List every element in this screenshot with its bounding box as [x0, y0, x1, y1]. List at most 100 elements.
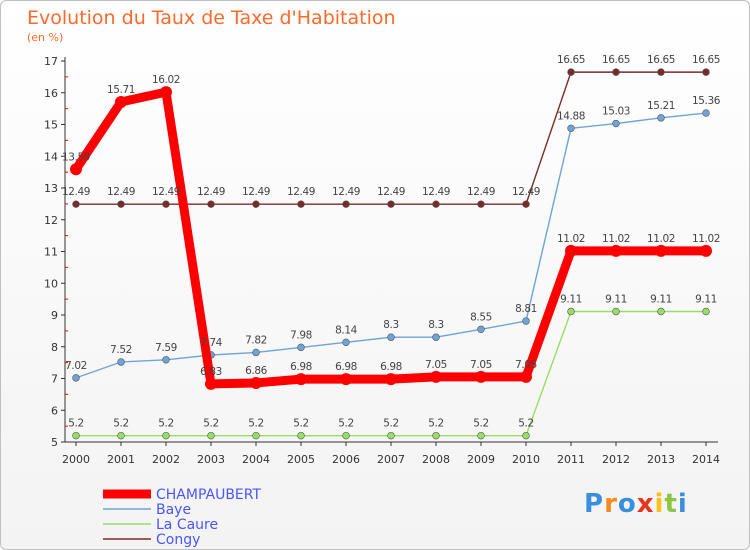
data-label: 5.2 — [338, 418, 354, 430]
data-label: 12.49 — [287, 186, 315, 198]
y-tick-label: 12 — [44, 214, 58, 227]
data-point — [657, 307, 665, 316]
logo-letter: t — [664, 489, 678, 519]
data-label: 16.65 — [692, 54, 720, 66]
data-label: 8.81 — [515, 303, 537, 315]
x-tick-label: 2004 — [242, 453, 270, 466]
data-label: 6.98 — [290, 361, 312, 373]
data-point — [342, 431, 350, 440]
data-label: 9.11 — [560, 294, 582, 306]
legend-label: CHAMPAUBERT — [156, 487, 261, 503]
logo-letter: i — [654, 489, 665, 519]
data-label: 6.86 — [245, 365, 267, 377]
data-point — [162, 200, 170, 208]
logo-letter: r — [604, 489, 618, 519]
data-label: 12.49 — [62, 186, 90, 198]
y-tick-label: 5 — [51, 436, 58, 449]
data-label: 7.59 — [155, 342, 177, 354]
data-label: 5.2 — [428, 418, 444, 430]
data-label: 12.49 — [377, 186, 405, 198]
data-label: 12.49 — [467, 186, 495, 198]
data-point — [297, 431, 305, 440]
series-lines — [70, 68, 712, 440]
data-point — [565, 244, 577, 257]
data-label: 8.3 — [383, 319, 399, 331]
data-point — [612, 307, 620, 316]
y-tick-label: 15 — [44, 119, 58, 132]
chart-unit: (en %) — [27, 31, 64, 44]
data-point — [207, 431, 215, 440]
legend-label: La Caure — [156, 517, 218, 533]
x-tick-label: 2006 — [332, 453, 360, 466]
data-point — [160, 86, 172, 99]
data-label: 8.55 — [470, 311, 492, 323]
data-label: 15.36 — [692, 95, 721, 107]
axes: 5 6 7 8 9 10 11 12 13 14 15 16 17 2000 2001 2002 2003 200… — [44, 55, 720, 466]
data-label: 15.71 — [107, 84, 135, 96]
data-point — [340, 373, 352, 386]
y-tick-label: 14 — [44, 150, 58, 163]
logo-letter: o — [617, 489, 637, 519]
data-label: 12.49 — [422, 186, 450, 198]
data-label: 5.2 — [68, 418, 84, 430]
data-point — [657, 114, 665, 122]
data-label: 9.11 — [650, 294, 672, 306]
y-tick-label: 9 — [51, 309, 58, 322]
data-label: 5.2 — [518, 418, 534, 430]
data-point — [162, 356, 170, 364]
data-label: 11.02 — [647, 233, 675, 245]
data-label: 16.65 — [557, 54, 585, 66]
data-point — [117, 200, 125, 208]
data-label: 13.59 — [62, 151, 90, 163]
data-point — [72, 431, 80, 440]
x-tick-label: 2003 — [197, 453, 225, 466]
data-label: 5.2 — [473, 418, 489, 430]
data-point — [252, 200, 260, 208]
data-point — [117, 431, 125, 440]
data-point — [612, 68, 620, 76]
x-tick-label: 2013 — [647, 453, 675, 466]
y-tick-label: 7 — [51, 373, 58, 386]
data-point — [387, 431, 395, 440]
y-tick-label: 16 — [44, 87, 58, 100]
data-point — [162, 431, 170, 440]
logo-letter: P — [584, 489, 605, 519]
data-label: 12.49 — [197, 186, 225, 198]
data-point — [252, 348, 260, 357]
data-point — [567, 307, 575, 316]
y-tick-label: 11 — [44, 246, 58, 259]
data-label: 9.11 — [605, 294, 627, 306]
data-point — [205, 377, 217, 390]
data-label: 5.2 — [383, 418, 399, 430]
data-point — [522, 200, 530, 208]
data-point — [567, 124, 575, 133]
data-point — [207, 200, 215, 208]
data-point — [522, 317, 530, 325]
data-point — [70, 163, 82, 176]
data-point — [522, 431, 530, 440]
data-point — [297, 343, 305, 352]
data-point — [342, 200, 350, 208]
data-label: 11.02 — [557, 233, 585, 245]
y-tick-label: 13 — [44, 182, 58, 195]
data-label: 16.02 — [152, 74, 180, 86]
data-label: 7.05 — [515, 359, 537, 371]
data-label: 12.49 — [512, 186, 540, 198]
data-label: 15.21 — [647, 100, 675, 112]
data-label: 6.98 — [335, 361, 357, 373]
x-tick-label: 2000 — [62, 453, 90, 466]
data-point — [250, 376, 262, 389]
data-label: 9.11 — [695, 294, 717, 306]
y-tick-label: 10 — [44, 277, 58, 290]
data-point — [430, 370, 442, 383]
data-label: 12.49 — [152, 186, 180, 198]
data-point — [477, 431, 485, 440]
x-tick-label: 2009 — [467, 453, 495, 466]
data-label: 5.2 — [203, 418, 219, 430]
data-point — [115, 95, 127, 108]
data-point — [297, 200, 305, 208]
data-point — [702, 68, 710, 76]
